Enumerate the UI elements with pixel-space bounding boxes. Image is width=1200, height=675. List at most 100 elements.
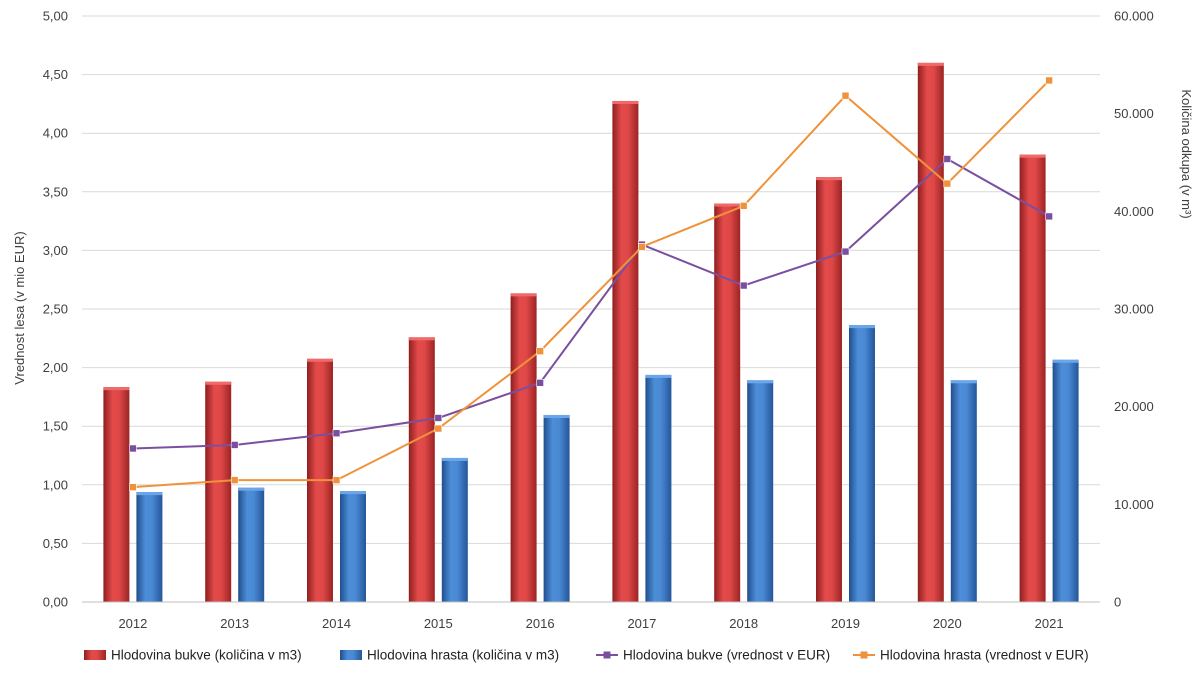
y-left-tick-label: 5,00 bbox=[43, 9, 68, 24]
bars bbox=[103, 62, 1079, 603]
line-marker bbox=[230, 476, 239, 484]
line-marker bbox=[434, 424, 443, 433]
bar-bukve bbox=[917, 62, 944, 602]
y-left-tick-label: 2,00 bbox=[43, 360, 68, 375]
line-hrasta-vrednost bbox=[132, 79, 1050, 489]
y-right-tick-label: 20.000 bbox=[1114, 399, 1154, 414]
gridlines bbox=[82, 15, 1100, 544]
legend: Hlodovina bukve (količina v m3) Hlodovina… bbox=[84, 648, 1089, 663]
line-marker bbox=[1045, 76, 1053, 85]
line-marker bbox=[434, 414, 443, 422]
y-right-tick-label: 60.000 bbox=[1114, 9, 1154, 24]
y-axis-right-title: Količina odkupa (v m³) bbox=[1179, 89, 1194, 218]
y-left-tick-label: 2,50 bbox=[43, 302, 68, 317]
axes: 0,00 0,50 1,00 1,50 2,00 2,50 3,00 3,50 4,00 4,50… bbox=[43, 9, 1154, 632]
bar-top-highlight bbox=[136, 492, 163, 496]
bar-top-highlight bbox=[950, 380, 977, 384]
line-marker bbox=[536, 347, 544, 355]
y-right-tick-label: 10.000 bbox=[1114, 497, 1154, 512]
legend-marker bbox=[860, 651, 868, 659]
bar-top-highlight bbox=[510, 293, 537, 297]
bar-bukve bbox=[816, 177, 842, 602]
x-tick-label: 2020 bbox=[933, 616, 962, 631]
bar-top-highlight bbox=[816, 177, 842, 181]
line-marker bbox=[739, 202, 748, 210]
bar-hrasta bbox=[950, 380, 977, 602]
bar-hrasta bbox=[340, 491, 366, 602]
bar-top-highlight bbox=[205, 381, 232, 385]
x-tick-label: 2019 bbox=[831, 616, 860, 631]
legend-label: Hlodovina bukve (vrednost v EUR) bbox=[623, 648, 830, 663]
bar-top-highlight bbox=[441, 457, 468, 461]
y-left-tick-label: 4,00 bbox=[43, 126, 68, 141]
line-marker bbox=[332, 476, 341, 484]
line-marker bbox=[129, 483, 137, 491]
legend-swatch bbox=[340, 650, 362, 660]
line-marker bbox=[129, 444, 137, 453]
bar-bukve bbox=[103, 387, 130, 602]
y-left-tick-label: 3,50 bbox=[43, 184, 68, 199]
x-tick-label: 2012 bbox=[118, 616, 147, 631]
bar-bukve bbox=[408, 337, 435, 602]
bar-hrasta bbox=[747, 380, 774, 602]
line-marker bbox=[638, 243, 646, 251]
bar-hrasta bbox=[645, 374, 672, 602]
legend-swatch bbox=[84, 650, 106, 660]
bar-top-highlight bbox=[1052, 359, 1079, 363]
bar-top-highlight bbox=[1019, 154, 1046, 158]
bar-top-highlight bbox=[849, 325, 875, 329]
bar-bukve bbox=[205, 381, 232, 602]
line-bukve-vrednost bbox=[132, 157, 1050, 450]
y-left-tick-label: 1,50 bbox=[43, 419, 68, 434]
bar-hrasta bbox=[849, 325, 875, 602]
legend-label: Hlodovina hrasta (vrednost v EUR) bbox=[880, 648, 1089, 663]
bar-top-highlight bbox=[747, 380, 774, 384]
x-tick-label: 2014 bbox=[322, 616, 351, 631]
bar-top-highlight bbox=[917, 62, 944, 66]
bar-top-highlight bbox=[612, 100, 639, 104]
bar-hrasta bbox=[238, 487, 265, 602]
y-left-tick-label: 0,00 bbox=[43, 595, 68, 610]
line-marker bbox=[943, 155, 952, 163]
bar-bukve bbox=[612, 100, 639, 602]
y-right-tick-label: 50.000 bbox=[1114, 106, 1154, 121]
x-tick-label: 2015 bbox=[424, 616, 453, 631]
bar-top-highlight bbox=[714, 203, 741, 207]
bar-bukve bbox=[714, 203, 741, 602]
line-marker bbox=[943, 179, 952, 188]
legend-marker bbox=[603, 651, 611, 659]
line-marker bbox=[841, 91, 850, 100]
legend-label: Hlodovina hrasta (količina v m3) bbox=[367, 648, 559, 663]
bar-top-highlight bbox=[543, 414, 570, 418]
line-marker bbox=[332, 429, 341, 438]
bar-hrasta bbox=[136, 492, 163, 602]
bar-top-highlight bbox=[307, 358, 333, 362]
y-right-tick-label: 40.000 bbox=[1114, 204, 1154, 219]
bar-top-highlight bbox=[340, 491, 366, 495]
bar-top-highlight bbox=[238, 487, 265, 491]
bar-bukve bbox=[510, 293, 537, 602]
line-marker bbox=[230, 441, 239, 449]
line-marker bbox=[1045, 212, 1053, 221]
y-right-tick-label: 0 bbox=[1114, 595, 1121, 610]
y-left-tick-label: 0,50 bbox=[43, 536, 68, 551]
y-left-tick-label: 3,00 bbox=[43, 243, 68, 258]
legend-label: Hlodovina bukve (količina v m3) bbox=[111, 648, 302, 663]
x-tick-label: 2013 bbox=[220, 616, 249, 631]
y-left-tick-label: 1,00 bbox=[43, 477, 68, 492]
x-tick-label: 2017 bbox=[627, 616, 656, 631]
y-axis-left-title: Vrednost lesa (v mio EUR) bbox=[12, 231, 27, 384]
bar-top-highlight bbox=[103, 387, 130, 391]
bar-top-highlight bbox=[408, 337, 435, 341]
bar-hrasta bbox=[1052, 359, 1079, 602]
x-tick-label: 2021 bbox=[1035, 616, 1064, 631]
line-marker bbox=[739, 281, 748, 290]
line-marker bbox=[536, 379, 544, 387]
bar-hrasta bbox=[543, 414, 570, 602]
lines bbox=[129, 76, 1053, 491]
x-tick-label: 2016 bbox=[526, 616, 555, 631]
bar-hrasta bbox=[441, 457, 468, 602]
y-left-tick-label: 4,50 bbox=[43, 67, 68, 82]
bar-top-highlight bbox=[645, 374, 672, 378]
